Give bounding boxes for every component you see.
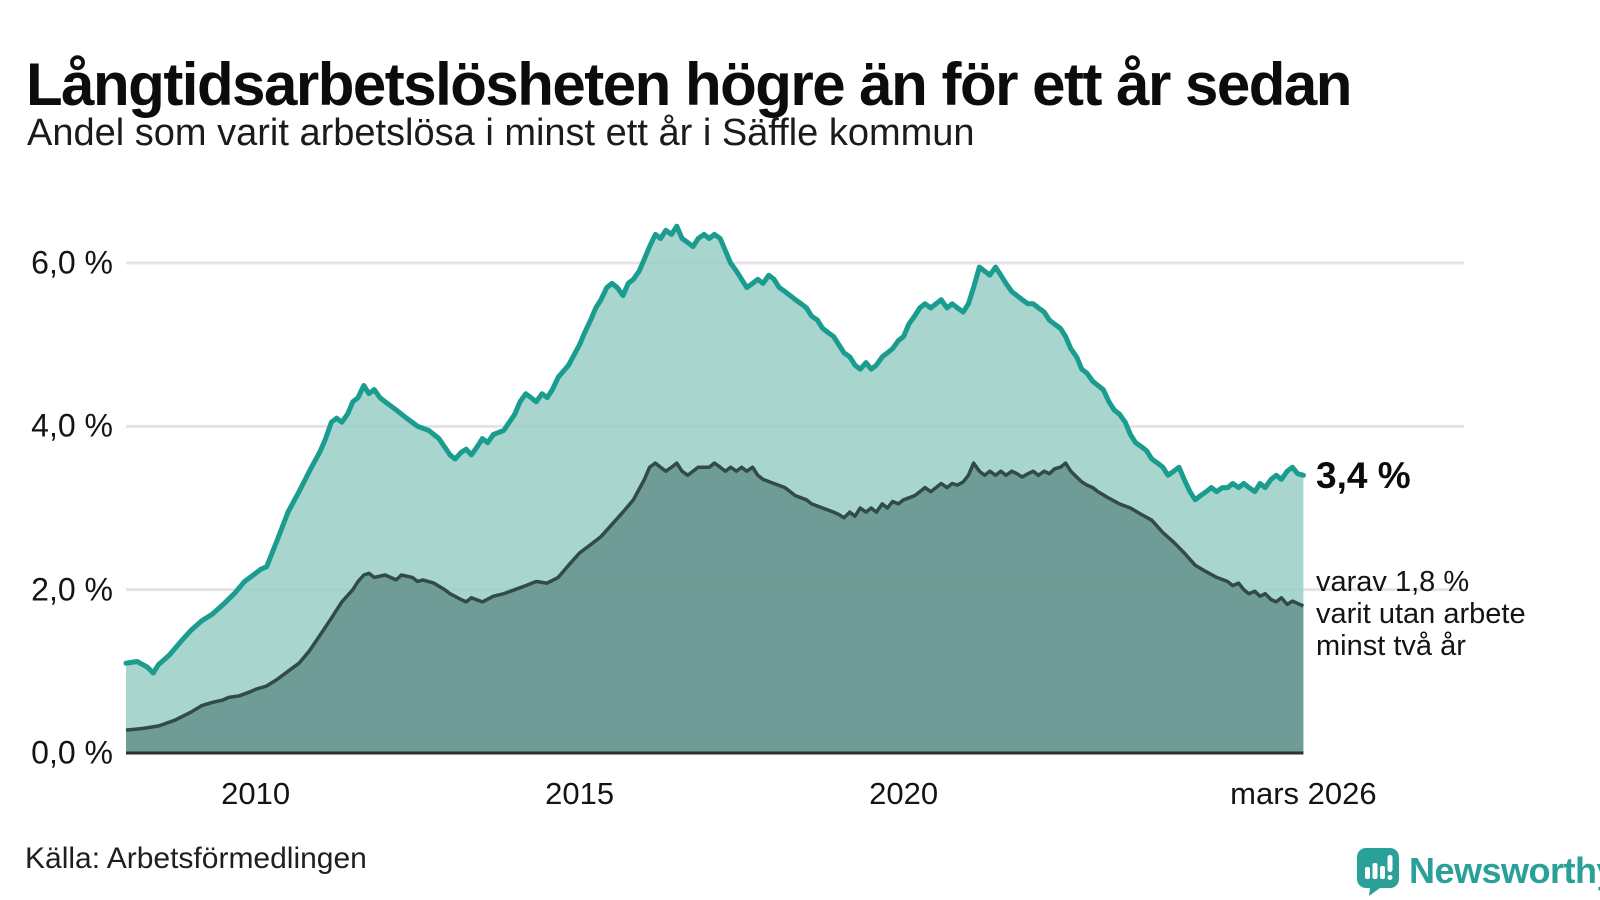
x-tick-label: mars 2026 — [1230, 776, 1377, 811]
series-area-two-year — [126, 463, 1304, 753]
y-tick-label: 6,0 % — [31, 244, 113, 281]
series-line-two-year — [125, 461, 1305, 732]
x-tick-label: 2010 — [221, 776, 291, 811]
y-tick-label: 2,0 % — [31, 571, 113, 608]
latest-value-label: 3,4 % — [1316, 455, 1411, 496]
secondary-series-note: varav 1,8 % varit utan arbete minst två … — [1316, 566, 1526, 662]
x-tick-label: 2020 — [869, 776, 939, 811]
chart-subtitle: Andel som varit arbetslösa i minst ett å… — [27, 112, 975, 154]
newsworthy-logo-text: Newsworthy — [1409, 850, 1600, 891]
newsworthy-logo-icon — [1357, 848, 1399, 896]
y-tick-label: 0,0 % — [31, 734, 113, 771]
page-title: Långtidsarbetslösheten högre än för ett … — [26, 51, 1352, 119]
source-caption: Källa: Arbetsförmedlingen — [25, 842, 367, 875]
y-tick-label: 4,0 % — [31, 407, 113, 444]
x-tick-label: 2015 — [545, 776, 615, 811]
series-line-one-year — [123, 223, 1306, 676]
